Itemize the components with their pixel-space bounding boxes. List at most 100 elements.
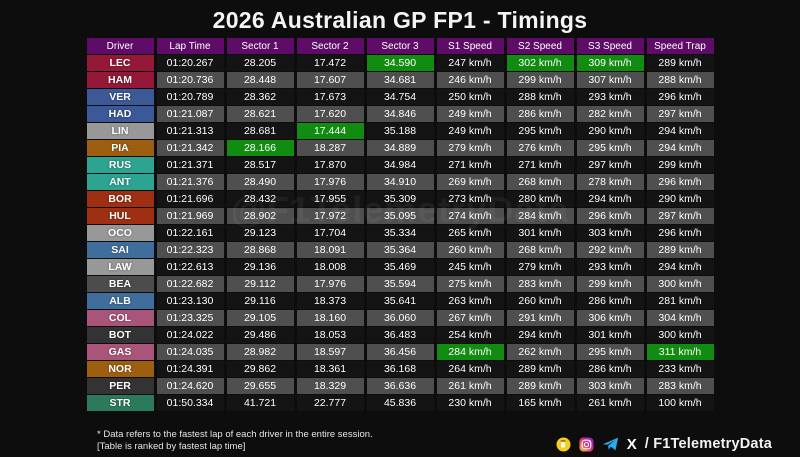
lap-time-cell: 01:21.969 xyxy=(156,208,224,224)
lap-time-cell: 01:20.789 xyxy=(156,89,224,105)
speed-trap-cell: 233 km/h xyxy=(646,361,714,377)
s2-speed-cell: 284 km/h xyxy=(506,208,574,224)
s2-speed-cell: 280 km/h xyxy=(506,191,574,207)
s2-speed-cell: 260 km/h xyxy=(506,293,574,309)
speed-trap-cell: 294 km/h xyxy=(646,123,714,139)
sector-2-cell: 18.329 xyxy=(296,378,364,394)
driver-cell-col: COL xyxy=(86,310,154,326)
sector-1-cell: 28.490 xyxy=(226,174,294,190)
s2-speed-cell: 286 km/h xyxy=(506,106,574,122)
footer: * Data refers to the fastest lap of each… xyxy=(97,429,772,452)
s2-speed-cell: 165 km/h xyxy=(506,395,574,411)
s1-speed-cell: 264 km/h xyxy=(436,361,504,377)
s1-speed-cell: 250 km/h xyxy=(436,89,504,105)
column-header-sector-1: Sector 1 xyxy=(226,38,294,54)
sector-1-cell: 29.486 xyxy=(226,327,294,343)
driver-cell-nor: NOR xyxy=(86,361,154,377)
speed-trap-cell: 300 km/h xyxy=(646,327,714,343)
lap-time-cell: 01:24.022 xyxy=(156,327,224,343)
timings-grid: Driver Lap Time Sector 1 Sector 2 Sector 3 S1… xyxy=(86,38,714,411)
sector-3-cell: 35.309 xyxy=(366,191,434,207)
driver-cell-law: LAW xyxy=(86,259,154,275)
s2-speed-cell: 295 km/h xyxy=(506,123,574,139)
s2-speed-cell: 294 km/h xyxy=(506,327,574,343)
speed-trap-cell: 300 km/h xyxy=(646,276,714,292)
sector-3-cell: 36.168 xyxy=(366,361,434,377)
s3-speed-cell: 303 km/h xyxy=(576,378,644,394)
s3-speed-cell: 303 km/h xyxy=(576,225,644,241)
speed-trap-cell: 311 km/h xyxy=(646,344,714,360)
s1-speed-cell: 254 km/h xyxy=(436,327,504,343)
lap-time-cell: 01:21.371 xyxy=(156,157,224,173)
driver-cell-per: PER xyxy=(86,378,154,394)
sector-2-cell: 17.976 xyxy=(296,276,364,292)
sector-2-cell: 17.620 xyxy=(296,106,364,122)
sector-1-cell: 28.681 xyxy=(226,123,294,139)
s3-speed-cell: 296 km/h xyxy=(576,208,644,224)
lap-time-cell: 01:24.391 xyxy=(156,361,224,377)
sector-3-cell: 34.681 xyxy=(366,72,434,88)
lap-time-cell: 01:21.376 xyxy=(156,174,224,190)
s3-speed-cell: 307 km/h xyxy=(576,72,644,88)
s1-speed-cell: 249 km/h xyxy=(436,123,504,139)
sector-2-cell: 18.091 xyxy=(296,242,364,258)
speed-trap-cell: 294 km/h xyxy=(646,259,714,275)
speed-trap-cell: 304 km/h xyxy=(646,310,714,326)
speed-trap-cell: 296 km/h xyxy=(646,89,714,105)
s3-speed-cell: 293 km/h xyxy=(576,89,644,105)
sector-3-cell: 34.910 xyxy=(366,174,434,190)
sector-2-cell: 17.607 xyxy=(296,72,364,88)
speed-trap-cell: 299 km/h xyxy=(646,157,714,173)
lap-time-cell: 01:23.325 xyxy=(156,310,224,326)
column-header-s2-speed: S2 Speed xyxy=(506,38,574,54)
sector-2-cell: 18.361 xyxy=(296,361,364,377)
driver-cell-bea: BEA xyxy=(86,276,154,292)
s3-speed-cell: 306 km/h xyxy=(576,310,644,326)
lap-time-cell: 01:24.035 xyxy=(156,344,224,360)
speed-trap-cell: 296 km/h xyxy=(646,225,714,241)
sector-1-cell: 28.517 xyxy=(226,157,294,173)
sector-3-cell: 34.889 xyxy=(366,140,434,156)
s1-speed-cell: 269 km/h xyxy=(436,174,504,190)
s1-speed-cell: 260 km/h xyxy=(436,242,504,258)
s2-speed-cell: 276 km/h xyxy=(506,140,574,156)
instagram-icon xyxy=(579,437,594,452)
timings-table: Driver Lap Time Sector 1 Sector 2 Sector 3 S1… xyxy=(86,38,714,411)
lap-time-cell: 01:22.682 xyxy=(156,276,224,292)
sector-3-cell: 34.754 xyxy=(366,89,434,105)
sector-3-cell: 35.364 xyxy=(366,242,434,258)
sector-3-cell: 35.095 xyxy=(366,208,434,224)
sector-2-cell: 17.444 xyxy=(296,123,364,139)
driver-cell-lec: LEC xyxy=(86,55,154,71)
sector-3-cell: 36.483 xyxy=(366,327,434,343)
sector-1-cell: 28.982 xyxy=(226,344,294,360)
sector-2-cell: 17.472 xyxy=(296,55,364,71)
sector-2-cell: 17.955 xyxy=(296,191,364,207)
s1-speed-cell: 245 km/h xyxy=(436,259,504,275)
sector-1-cell: 41.721 xyxy=(226,395,294,411)
s1-speed-cell: 275 km/h xyxy=(436,276,504,292)
sector-3-cell: 36.636 xyxy=(366,378,434,394)
sector-2-cell: 17.976 xyxy=(296,174,364,190)
s3-speed-cell: 286 km/h xyxy=(576,361,644,377)
driver-cell-gas: GAS xyxy=(86,344,154,360)
sector-3-cell: 36.060 xyxy=(366,310,434,326)
sector-3-cell: 35.594 xyxy=(366,276,434,292)
sector-2-cell: 17.972 xyxy=(296,208,364,224)
s2-speed-cell: 279 km/h xyxy=(506,259,574,275)
s3-speed-cell: 297 km/h xyxy=(576,157,644,173)
s3-speed-cell: 282 km/h xyxy=(576,106,644,122)
s1-speed-cell: 246 km/h xyxy=(436,72,504,88)
s2-speed-cell: 299 km/h xyxy=(506,72,574,88)
s3-speed-cell: 292 km/h xyxy=(576,242,644,258)
driver-cell-sai: SAI xyxy=(86,242,154,258)
s3-speed-cell: 295 km/h xyxy=(576,140,644,156)
buymeacoffee-icon xyxy=(556,437,571,452)
social-bar: X / F1TelemetryData xyxy=(556,436,772,452)
s1-speed-cell: 263 km/h xyxy=(436,293,504,309)
footnotes: * Data refers to the fastest lap of each… xyxy=(97,429,373,452)
footnote-line-1: * Data refers to the fastest lap of each… xyxy=(97,429,373,440)
driver-cell-lin: LIN xyxy=(86,123,154,139)
s1-speed-cell: 249 km/h xyxy=(436,106,504,122)
lap-time-cell: 01:20.267 xyxy=(156,55,224,71)
